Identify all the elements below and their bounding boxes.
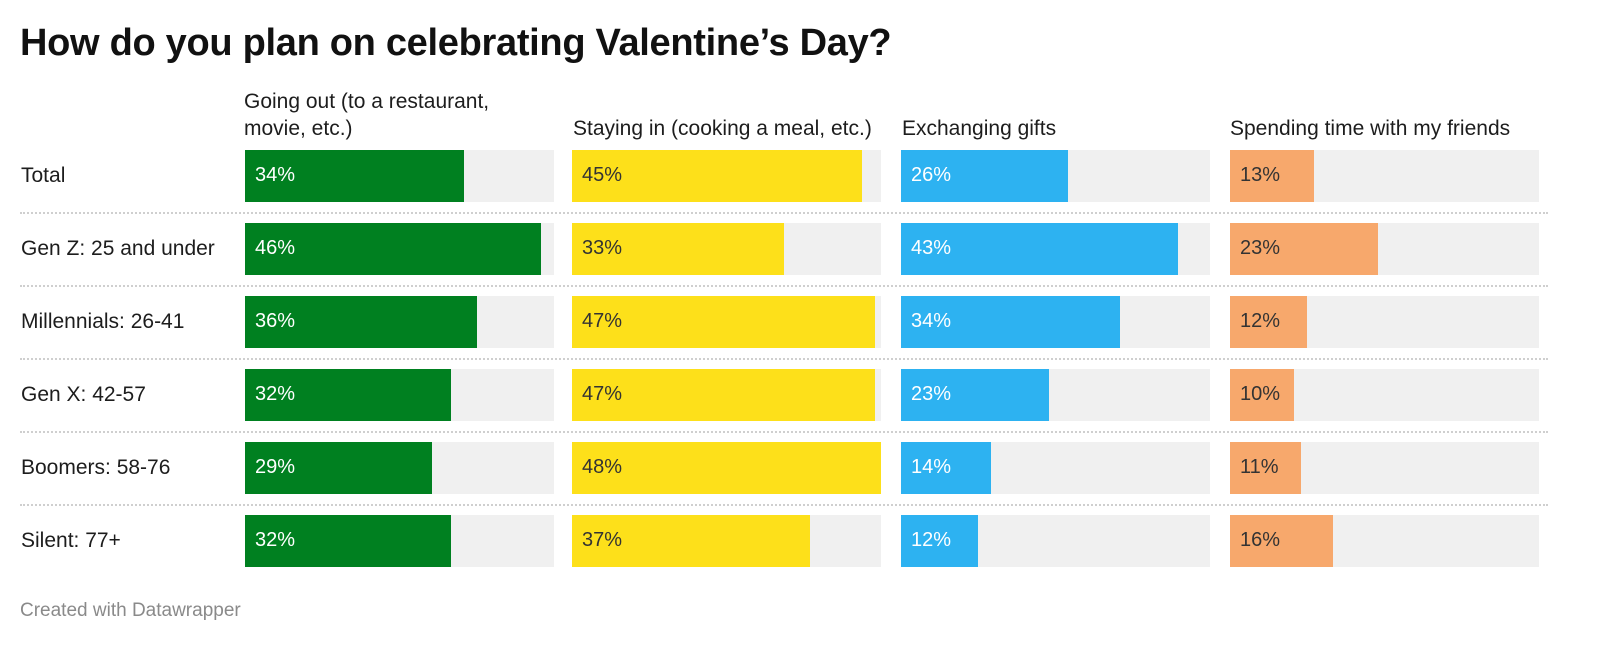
- bar: [572, 515, 810, 567]
- bar: [1230, 369, 1294, 421]
- bar: [572, 369, 875, 421]
- bar: [572, 223, 784, 275]
- bar-track: 45%: [572, 150, 881, 202]
- chart-row: Boomers: 58-76 29% 48% 14% 11%: [20, 442, 1548, 515]
- bar: [245, 442, 432, 494]
- bar-value-label: 36%: [255, 310, 296, 332]
- row-label: Gen Z: 25 and under: [21, 237, 215, 260]
- bar: [1230, 442, 1301, 494]
- bar: [1230, 150, 1314, 202]
- bar-value-label: 12%: [1240, 310, 1281, 332]
- column-header-label: Spending time with my friends: [1230, 117, 1511, 140]
- bar-track: 26%: [901, 150, 1210, 202]
- bar-value-label: 32%: [255, 529, 296, 551]
- column-header-label: Exchanging gifts: [902, 117, 1057, 140]
- column-header-label: Going out (to a restaurant, movie, etc.): [244, 90, 490, 140]
- chart-row: Gen X: 42-57 32% 47% 23% 10%: [20, 369, 1548, 442]
- bar: [245, 296, 477, 348]
- bar: [1230, 223, 1378, 275]
- column-header-going-out: Going out (to a restaurant, movie, etc.): [244, 86, 556, 142]
- bar-value-label: 23%: [911, 383, 952, 405]
- bar-track: 47%: [572, 296, 881, 348]
- row-label: Total: [21, 164, 66, 187]
- bar: [901, 442, 991, 494]
- row-label: Boomers: 58-76: [21, 456, 171, 479]
- bar-track: 46%: [245, 223, 554, 275]
- bar-track: 36%: [245, 296, 554, 348]
- bar: [1230, 296, 1307, 348]
- row-divider: [20, 285, 1548, 287]
- bar: [901, 223, 1178, 275]
- bar-track: 34%: [245, 150, 554, 202]
- bar-value-label: 34%: [255, 164, 296, 186]
- row-divider: [20, 358, 1548, 360]
- bar-value-label: 34%: [911, 310, 952, 332]
- bar: [572, 296, 875, 348]
- bar-track: 12%: [901, 515, 1210, 567]
- chart-row: Millennials: 26-41 36% 47% 34% 12%: [20, 296, 1548, 369]
- bar-track: 47%: [572, 369, 881, 421]
- bar-value-label: 10%: [1240, 383, 1281, 405]
- bar-value-label: 29%: [255, 456, 296, 478]
- bar: [901, 369, 1049, 421]
- bar-track: 34%: [901, 296, 1210, 348]
- chart-title: How do you plan on celebrating Valentine…: [20, 22, 892, 64]
- bar: [245, 369, 451, 421]
- bar: [245, 150, 464, 202]
- bar-value-label: 33%: [582, 237, 623, 259]
- row-divider: [20, 212, 1548, 214]
- row-label: Millennials: 26-41: [21, 310, 185, 333]
- bar: [572, 442, 881, 494]
- chart-row: Silent: 77+ 32% 37% 12% 16%: [20, 515, 1548, 588]
- bar-value-label: 16%: [1240, 529, 1281, 551]
- footer-credit: Created with Datawrapper: [20, 600, 241, 621]
- bar-value-label: 43%: [911, 237, 952, 259]
- bar: [1230, 515, 1333, 567]
- bar-track: 13%: [1230, 150, 1539, 202]
- bar: [245, 515, 451, 567]
- bar-value-label: 12%: [911, 529, 952, 551]
- row-divider: [20, 504, 1548, 506]
- bar-track: 29%: [245, 442, 554, 494]
- bar-track: 12%: [1230, 296, 1539, 348]
- bar-track: 23%: [901, 369, 1210, 421]
- bar: [901, 150, 1068, 202]
- bar-track: 16%: [1230, 515, 1539, 567]
- bar-track: 33%: [572, 223, 881, 275]
- bar-track: 43%: [901, 223, 1210, 275]
- bar-value-label: 46%: [255, 237, 296, 259]
- bar-track: 11%: [1230, 442, 1539, 494]
- bar-track: 32%: [245, 515, 554, 567]
- bar-value-label: 13%: [1240, 164, 1281, 186]
- bar-track: 37%: [572, 515, 881, 567]
- bar-value-label: 11%: [1240, 456, 1279, 478]
- column-header-staying-in: Staying in (cooking a meal, etc.): [573, 86, 885, 142]
- bar-value-label: 47%: [582, 383, 623, 405]
- chart-row: Gen Z: 25 and under 46% 33% 43% 23%: [20, 223, 1548, 296]
- bar-value-label: 45%: [582, 164, 623, 186]
- row-label: Gen X: 42-57: [21, 383, 146, 406]
- bar-value-label: 37%: [582, 529, 623, 551]
- bar-track: 14%: [901, 442, 1210, 494]
- bar-value-label: 14%: [911, 456, 952, 478]
- column-header-exchanging-gifts: Exchanging gifts: [902, 86, 1214, 142]
- bar-track: 10%: [1230, 369, 1539, 421]
- column-header-spending-time-friends: Spending time with my friends: [1230, 86, 1542, 142]
- bar-value-label: 48%: [582, 456, 623, 478]
- bar-value-label: 47%: [582, 310, 623, 332]
- bar-value-label: 26%: [911, 164, 952, 186]
- row-label: Silent: 77+: [21, 529, 121, 552]
- bar-track: 32%: [245, 369, 554, 421]
- bar-track: 23%: [1230, 223, 1539, 275]
- row-divider: [20, 431, 1548, 433]
- column-header-label: Staying in (cooking a meal, etc.): [573, 117, 872, 140]
- bar: [901, 515, 978, 567]
- chart-row: Total 34% 45% 26% 13%: [20, 150, 1548, 223]
- bar-track: 48%: [572, 442, 881, 494]
- bar-value-label: 23%: [1240, 237, 1281, 259]
- bar: [901, 296, 1120, 348]
- bar: [572, 150, 862, 202]
- bar-value-label: 32%: [255, 383, 296, 405]
- bar: [245, 223, 541, 275]
